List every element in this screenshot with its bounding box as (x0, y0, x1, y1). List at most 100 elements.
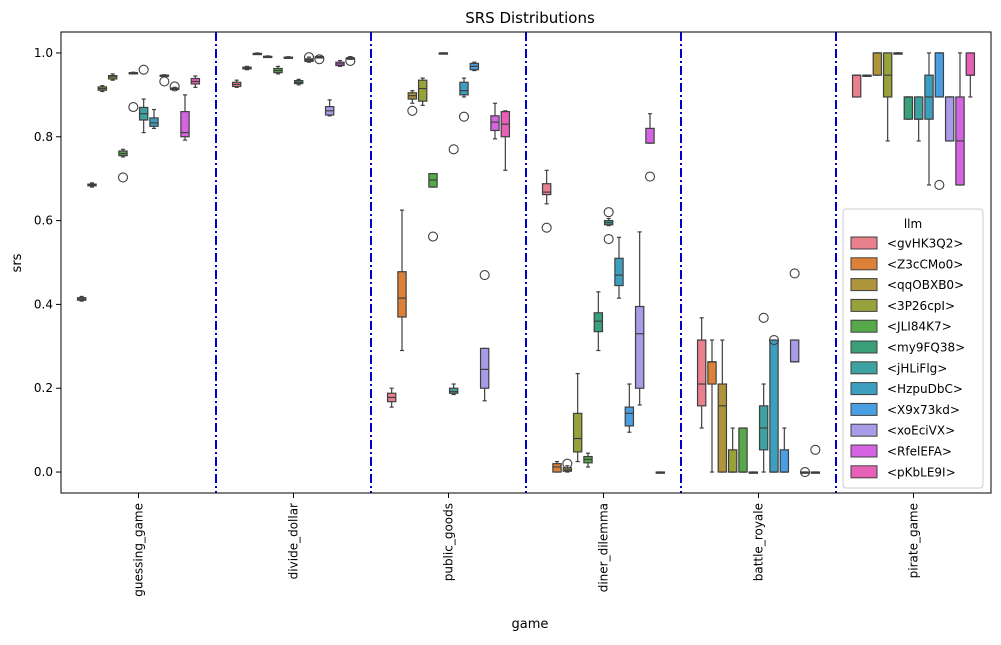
box-body (479, 347, 490, 389)
box-5-10 (955, 52, 965, 186)
legend-swatch (850, 319, 878, 333)
box-body (851, 74, 862, 98)
box-2-6 (448, 144, 459, 396)
box-1-8 (314, 54, 325, 65)
legend-swatch (850, 298, 878, 312)
box-4-10 (799, 466, 811, 478)
box-body (944, 96, 955, 142)
box-body (934, 52, 945, 98)
legend-entry: <my9FQ38> (887, 341, 965, 355)
box-5-5 (903, 96, 914, 120)
box-0-2 (97, 85, 108, 93)
legend-swatch (850, 423, 878, 437)
box-body (913, 96, 924, 120)
legend-swatch (850, 236, 878, 250)
x-tick-label: diner_dilemma (597, 503, 611, 592)
box-3-0 (541, 169, 552, 233)
box-1-0 (231, 79, 242, 88)
box-0-10 (180, 94, 190, 141)
legend-entry: <HzpuDbC> (887, 382, 963, 396)
legend-entry: <qqOBXB0> (887, 278, 964, 292)
box-body (459, 81, 469, 96)
box-body (593, 312, 604, 333)
outlier-point (758, 312, 769, 323)
outlier-point (159, 76, 170, 87)
box-body (727, 449, 738, 473)
box-body (696, 339, 707, 407)
box-0-8 (159, 74, 170, 87)
legend-swatch (850, 465, 878, 479)
box-body (769, 339, 779, 473)
legend-entry: <JLI84K7> (887, 320, 952, 334)
legend-entry: <X9x73kd> (887, 403, 960, 417)
box-body (634, 305, 645, 389)
y-tick-label: 0.6 (34, 214, 53, 228)
box-1-10 (335, 59, 345, 67)
box-5-8 (934, 52, 945, 191)
box-1-2 (252, 52, 263, 56)
box-body (572, 412, 583, 453)
x-tick-label: battle_royale (752, 503, 766, 581)
box-3-4 (583, 452, 593, 468)
y-tick-label: 0.4 (34, 297, 53, 311)
outlier-point (117, 172, 129, 183)
box-body (552, 463, 562, 473)
x-tick-label: pirate_game (907, 503, 921, 578)
box-5-2 (872, 52, 883, 76)
box-4-2 (717, 339, 728, 473)
box-0-9 (169, 81, 180, 92)
box-body (614, 257, 624, 287)
box-1-6 (293, 78, 304, 86)
outlier-point (603, 207, 614, 218)
box-body (541, 183, 552, 196)
box-body (180, 111, 190, 138)
box-3-8 (624, 383, 635, 433)
box-1-1 (242, 65, 252, 71)
box-2-3 (417, 77, 428, 106)
box-body (397, 271, 407, 318)
plot-area: 0.0 0.2 0.4 0.6 0.8 1.0 guessing_game divide_do… (34, 31, 992, 597)
outlier-point (934, 179, 945, 191)
y-tick-label: 0.8 (34, 130, 53, 144)
box-5-1 (862, 74, 872, 77)
y-tick-label: 0.2 (34, 381, 53, 395)
box-3-1 (552, 460, 562, 473)
box-0-11 (190, 75, 201, 88)
legend-entry: <3P26cpI> (887, 299, 955, 313)
box-1-4 (273, 65, 283, 75)
legend-swatch (850, 278, 878, 292)
box-0-4 (117, 148, 129, 183)
outlier-point (541, 222, 552, 233)
box-body (789, 339, 800, 363)
outlier-point (458, 111, 470, 122)
legend-entry: <Z3cCMo0> (887, 257, 963, 271)
box-1-11 (345, 55, 356, 66)
box-5-7 (924, 52, 934, 186)
legend-entry: <RfelEFA> (887, 445, 952, 459)
outlier-point (644, 171, 656, 182)
box-body (490, 115, 500, 132)
x-axis-label: game (512, 617, 549, 632)
legend-swatch (850, 402, 878, 416)
legend-entry: <pKbLE9I> (887, 465, 956, 479)
box-4-6 (758, 312, 769, 473)
x-tick-label: guessing_game (132, 503, 146, 597)
box-5-9 (944, 96, 955, 142)
y-tick-label: 0.0 (34, 465, 53, 479)
legend-swatch (850, 257, 878, 271)
outlier-point (128, 101, 139, 113)
box-3-5 (593, 291, 604, 352)
box-0-3 (107, 73, 118, 81)
y-axis-label: srs (10, 253, 25, 272)
box-1-3 (262, 55, 273, 59)
box-3-10 (644, 113, 656, 182)
box-body (417, 79, 428, 102)
box-1-7 (303, 52, 315, 63)
outlier-point (169, 81, 180, 92)
legend-title: llm (904, 217, 922, 231)
legend-entry: <jHLiFlg> (887, 361, 947, 375)
box-body (965, 52, 976, 76)
box-0-7 (149, 108, 159, 129)
box-2-9 (479, 270, 490, 402)
